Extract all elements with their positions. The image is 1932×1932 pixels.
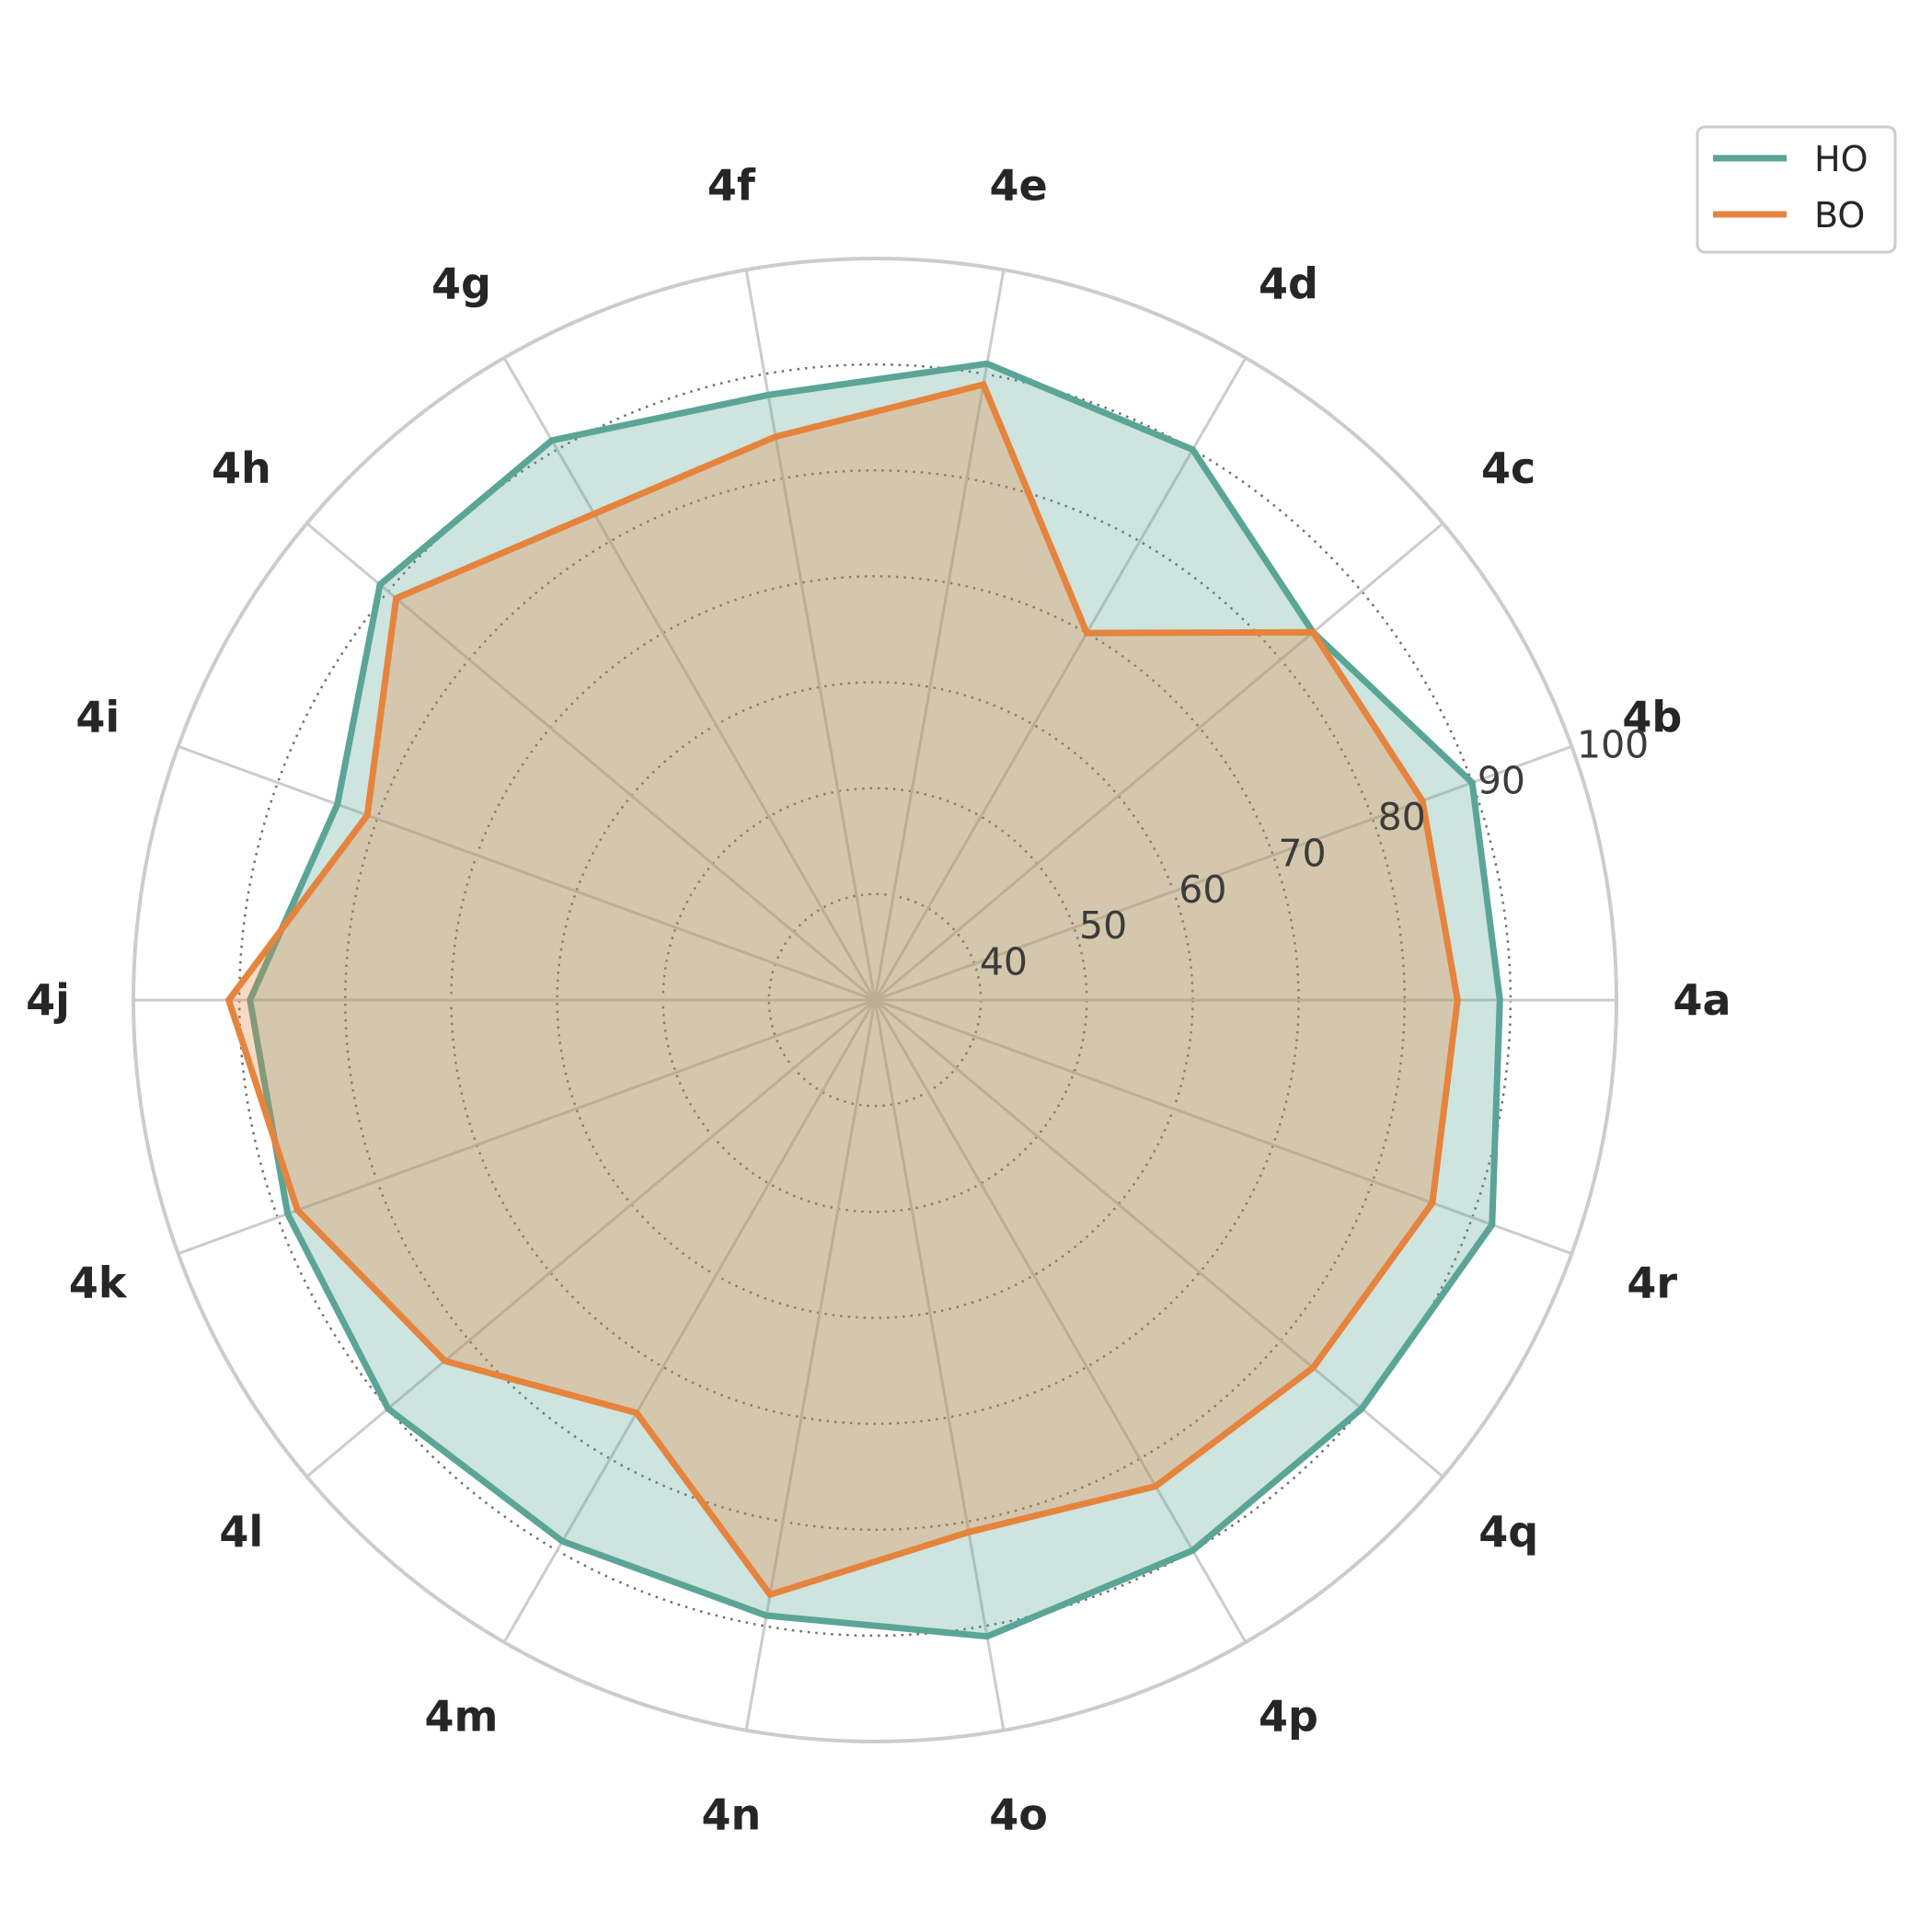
series-line-bo bbox=[224, 380, 1461, 1599]
spoke-4q bbox=[874, 998, 1444, 1478]
spoke-4h bbox=[305, 522, 876, 1002]
category-label-4c: 4c bbox=[1481, 443, 1535, 493]
category-label-4r: 4r bbox=[1627, 1258, 1677, 1307]
legend-label-ho: HO bbox=[1814, 139, 1868, 179]
r-tick-80: 80 bbox=[1378, 795, 1426, 839]
series-line-ho bbox=[247, 360, 1503, 1640]
radial-tick-labels: 40 50 60 70 80 90 100 bbox=[980, 722, 1649, 983]
r-tick-40: 40 bbox=[980, 940, 1028, 984]
category-label-4l: 4l bbox=[219, 1507, 263, 1557]
grid bbox=[132, 257, 1618, 1743]
spoke-4b bbox=[874, 744, 1572, 1002]
r-tick-50: 50 bbox=[1079, 903, 1127, 948]
spoke-4m bbox=[502, 999, 877, 1643]
spoke-4d bbox=[873, 357, 1248, 1001]
category-label-4o: 4o bbox=[989, 1789, 1048, 1839]
r-tick-70: 70 bbox=[1278, 831, 1326, 875]
category-label-4m: 4m bbox=[425, 1692, 499, 1742]
category-labels: 4a 4b 4c 4d 4e 4f 4g 4h 4i 4j 4k 4l 4m 4n 4o 4p 4q 4r bbox=[26, 161, 1731, 1840]
category-label-4f: 4f bbox=[707, 161, 756, 211]
spoke-4l bbox=[305, 998, 876, 1478]
category-label-4e: 4e bbox=[990, 161, 1048, 211]
category-label-4n: 4n bbox=[702, 1789, 762, 1839]
category-label-4d: 4d bbox=[1259, 259, 1318, 308]
category-label-4i: 4i bbox=[75, 693, 120, 742]
spoke-4i bbox=[178, 744, 876, 1002]
spoke-4r bbox=[874, 998, 1572, 1256]
spoke-4c bbox=[874, 522, 1444, 1002]
spoke-4p bbox=[873, 999, 1248, 1643]
series-layer bbox=[224, 360, 1503, 1640]
r-tick-90: 90 bbox=[1478, 759, 1525, 803]
spoke-4o bbox=[873, 999, 1006, 1731]
category-label-4j: 4j bbox=[26, 975, 70, 1025]
legend: HO BO bbox=[1696, 125, 1897, 254]
series-fill-bo bbox=[228, 385, 1458, 1595]
spoke-4g bbox=[502, 357, 877, 1001]
category-label-4q: 4q bbox=[1478, 1507, 1538, 1557]
spoke-4f bbox=[744, 269, 877, 1001]
category-label-4p: 4p bbox=[1259, 1692, 1318, 1742]
r-tick-100: 100 bbox=[1577, 722, 1649, 766]
spoke-4k bbox=[178, 998, 876, 1256]
spoke-4e bbox=[873, 269, 1006, 1001]
category-label-4h: 4h bbox=[212, 443, 271, 493]
legend-label-bo: BO bbox=[1814, 195, 1865, 236]
category-label-4k: 4k bbox=[69, 1258, 128, 1307]
category-label-4b: 4b bbox=[1622, 693, 1682, 742]
category-label-4g: 4g bbox=[431, 259, 491, 308]
r-tick-60: 60 bbox=[1179, 868, 1226, 912]
category-label-4a: 4a bbox=[1673, 975, 1731, 1025]
series-fill-ho bbox=[249, 363, 1501, 1637]
spoke-4n bbox=[744, 999, 877, 1731]
